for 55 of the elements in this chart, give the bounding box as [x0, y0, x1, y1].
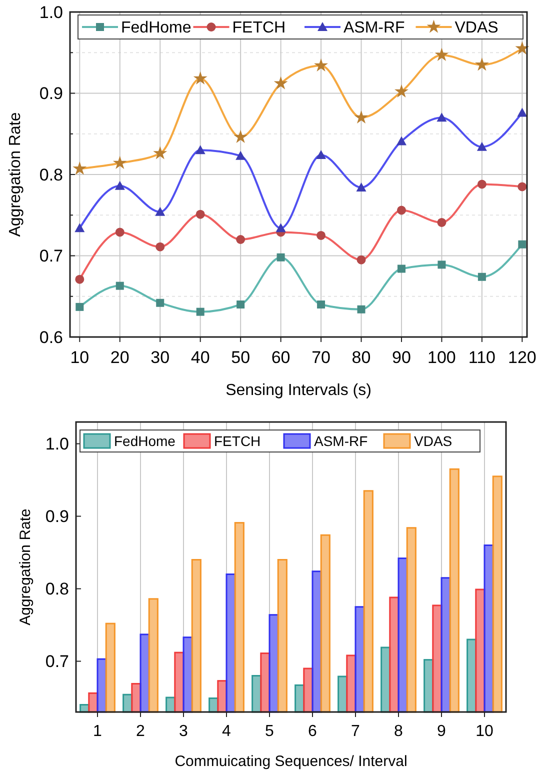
point	[196, 308, 204, 316]
point	[478, 272, 486, 281]
legend-label: VDAS	[414, 432, 452, 449]
x-tick-label: 10	[70, 348, 90, 367]
legend-label: ASM-RF	[314, 432, 368, 449]
x-tick-label: 10	[476, 723, 494, 740]
x-tick-label: 2	[136, 723, 146, 740]
x-tick-label: 8	[394, 723, 404, 740]
y-tick-label: 0.9	[39, 84, 63, 104]
point	[156, 298, 164, 307]
point	[357, 305, 366, 314]
y-axis-title: Aggregation Rate	[7, 112, 24, 237]
legend-label: FedHome	[114, 432, 176, 449]
y-tick-label: 0.6	[39, 328, 63, 347]
x-tick-label: 90	[392, 348, 411, 367]
x-tick-label: 100	[428, 348, 456, 367]
point	[76, 302, 84, 311]
x-tick-label: 4	[222, 723, 232, 740]
point	[438, 260, 446, 269]
x-tick-label: 70	[312, 348, 330, 367]
point	[236, 300, 245, 308]
point	[116, 282, 124, 290]
legend-label: FedHome	[121, 20, 192, 37]
point	[276, 253, 285, 262]
x-axis-title: Sensing Intervals (s)	[226, 382, 372, 399]
x-axis-title: Commuicating Sequences/ Interval	[174, 753, 408, 770]
y-tick-label: 0.7	[39, 246, 63, 266]
x-tick-label: 20	[110, 348, 130, 367]
legend-label: FETCH	[232, 20, 286, 37]
x-tick-label: 7	[351, 723, 360, 740]
y-tick-label: 0.8	[45, 580, 69, 599]
legend-label: FETCH	[214, 432, 261, 449]
x-tick-label: 60	[271, 348, 290, 367]
x-tick-label: 30	[150, 348, 170, 367]
y-tick-label: 0.9	[45, 507, 69, 526]
x-tick-label: 9	[437, 723, 446, 740]
legend-label: ASM-RF	[344, 20, 406, 37]
x-tick-label: 80	[352, 348, 371, 367]
y-tick-label: 1.0	[45, 434, 69, 454]
y-tick-label: 0.8	[39, 165, 63, 184]
point	[518, 240, 526, 248]
x-tick-label: 120	[508, 348, 536, 367]
y-tick-label: 0.7	[45, 652, 69, 672]
point	[317, 300, 326, 308]
x-tick-label: 50	[231, 348, 250, 367]
x-tick-label: 6	[308, 723, 318, 740]
x-tick-label: 40	[190, 348, 210, 367]
x-tick-label: 110	[468, 348, 496, 367]
y-axis-title: Aggregation Rate	[17, 508, 34, 626]
point	[397, 264, 406, 273]
x-tick-label: 5	[265, 723, 274, 740]
y-tick-label: 1.0	[39, 2, 63, 22]
x-tick-label: 3	[179, 723, 188, 740]
x-tick-label: 1	[93, 723, 102, 740]
legend-label: VDAS	[454, 20, 498, 37]
